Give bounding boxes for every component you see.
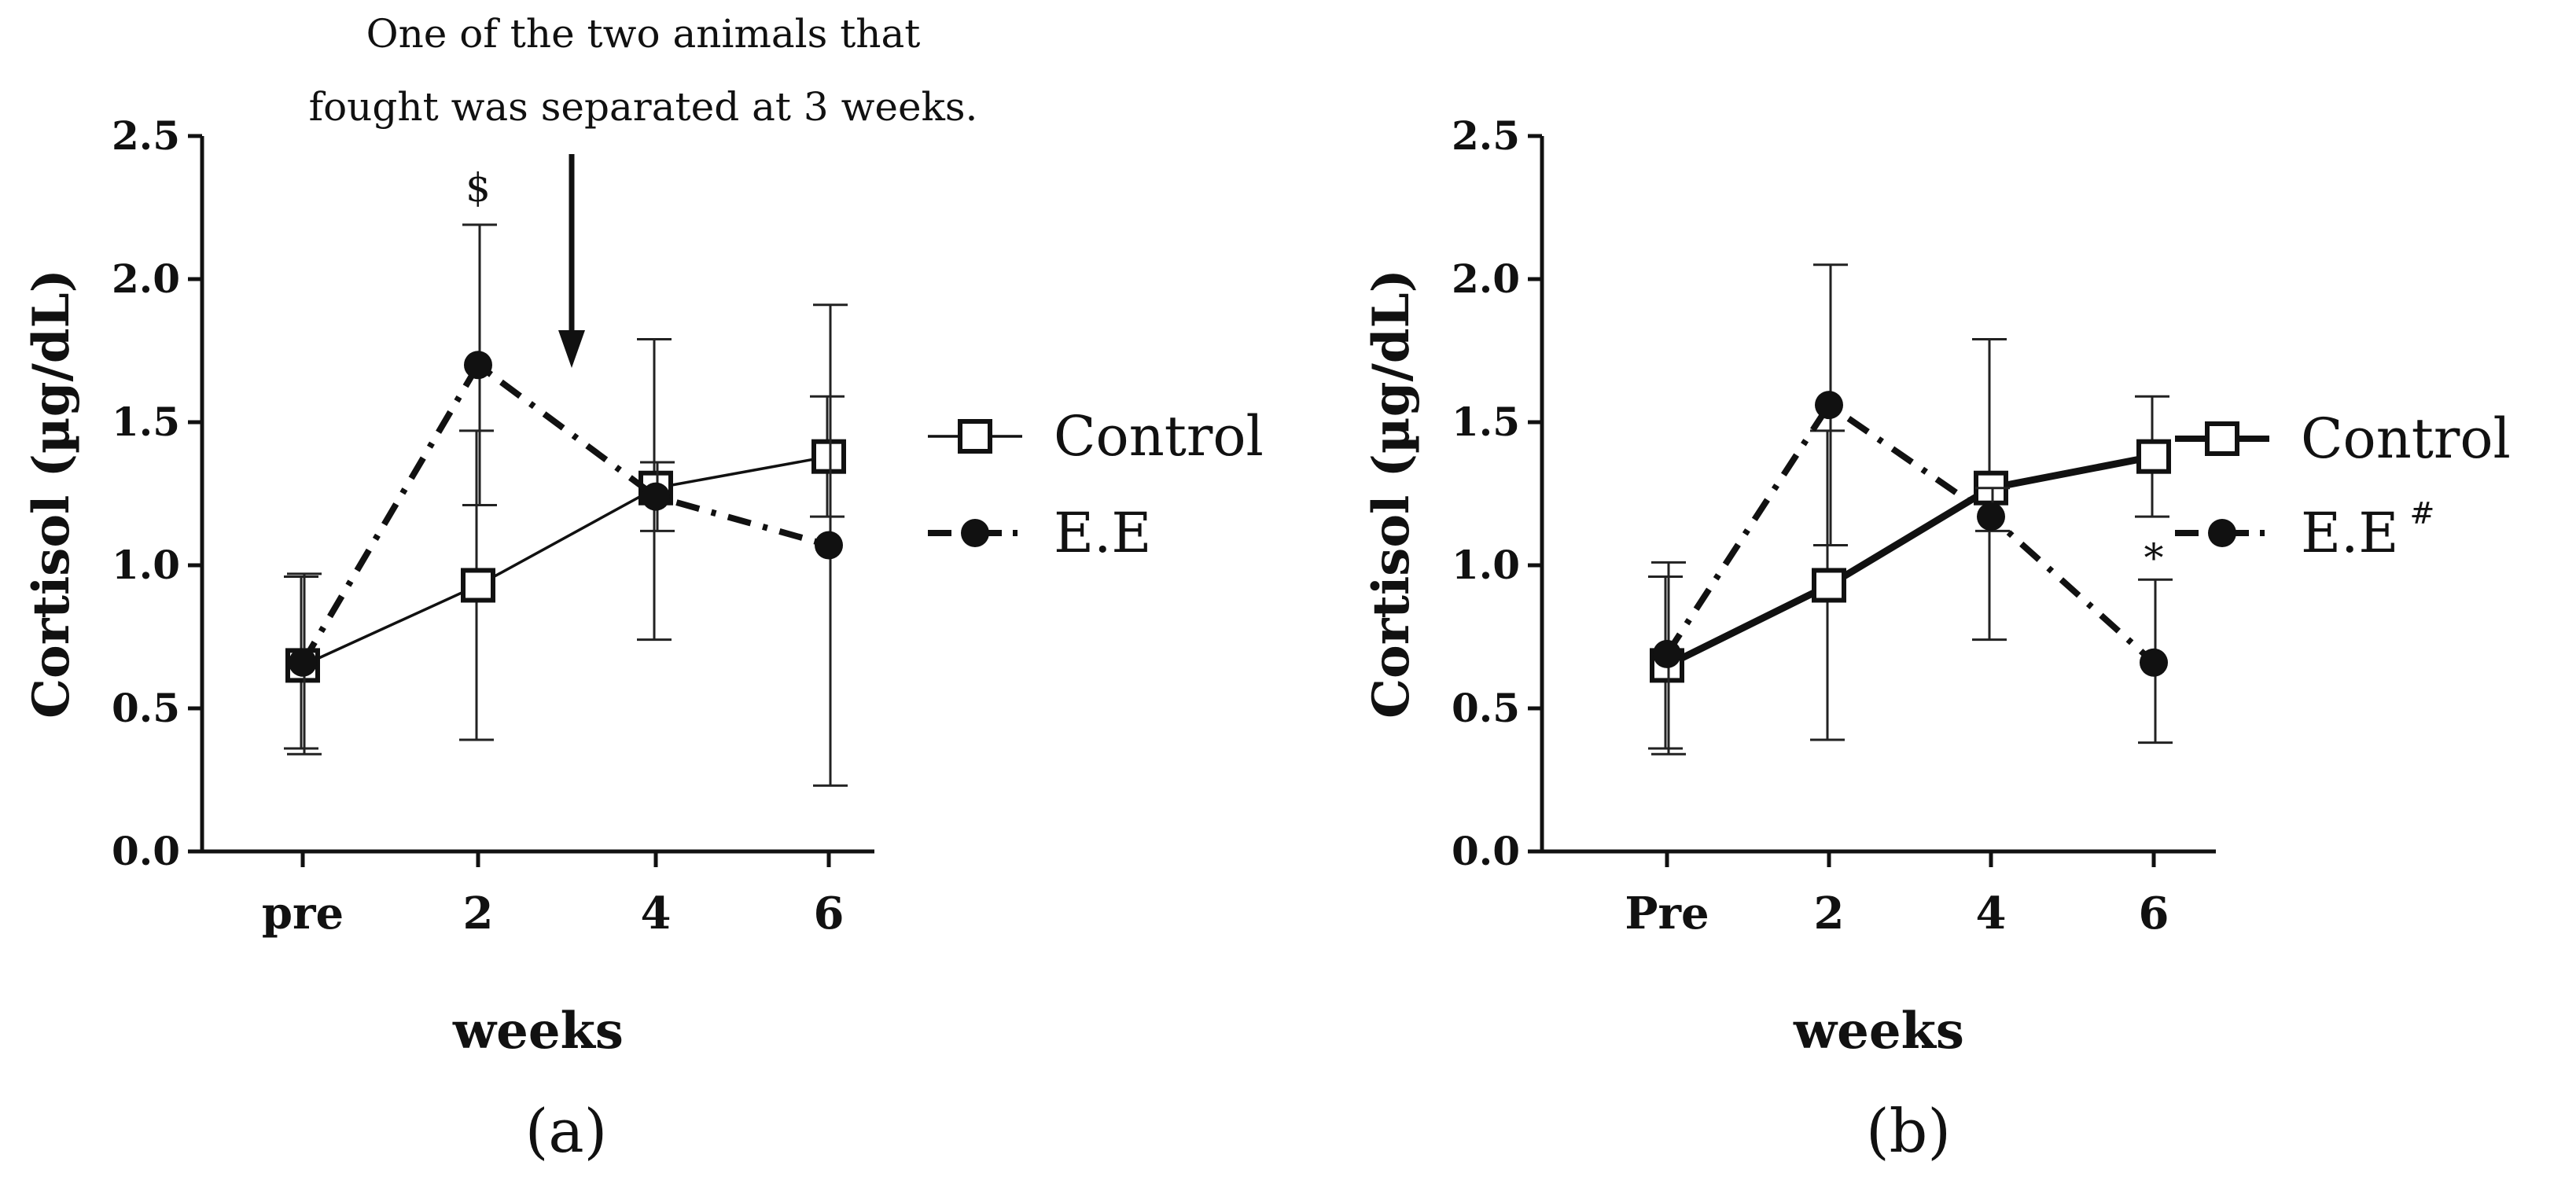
annotation-line-1: One of the two animals that (366, 11, 921, 57)
y-tick-label: 0.0 (112, 828, 180, 874)
series-control-line (302, 454, 830, 667)
x-tick-label: 2 (463, 888, 494, 939)
significance-marker: $ (466, 165, 491, 211)
legend-label: Control (2301, 406, 2511, 471)
data-point-circle (815, 531, 843, 560)
chart-panel-b: 0.0 0.5 1.0 1.5 2.0 2.5 Pre 2 4 6 weeks Cortisol (µ… (1362, 112, 2511, 1166)
x-tick-label: 2 (1814, 888, 1845, 939)
y-tick-label: 2.0 (1452, 256, 1520, 302)
series-control (1648, 337, 2171, 750)
y-tick-label: 2.5 (112, 112, 180, 159)
panel-label: (b) (1866, 1096, 1951, 1166)
legend-marker-circle (2208, 519, 2236, 547)
series-e-e-line (1664, 400, 2156, 665)
series-e-e (287, 223, 848, 787)
annotation-arrow-head (558, 330, 585, 368)
data-point-circle (464, 351, 492, 380)
legend-marker-square (2205, 421, 2239, 456)
x-tick-label: pre (262, 888, 344, 939)
legend-marker-square (958, 419, 992, 454)
series-control-line (1665, 453, 2155, 669)
x-axis-title: weeks (1793, 1002, 1964, 1061)
series-e-e-line (300, 360, 830, 664)
legend-item: Control (2175, 406, 2511, 471)
x-tick-label: Pre (1625, 888, 1709, 939)
y-tick-label: 1.5 (1452, 399, 1520, 445)
data-point-circle (289, 648, 317, 677)
annotation-line-2: fought was separated at 3 weeks. (309, 84, 978, 130)
series-control (284, 337, 846, 750)
x-tick-label: 6 (2139, 888, 2169, 939)
data-point-circle (2140, 648, 2168, 677)
annotation: One of the two animals that fought was se… (309, 11, 978, 368)
x-tick-label: 4 (1976, 888, 2007, 939)
legend-item: Control (928, 404, 1264, 469)
legend-item: E.E (928, 501, 1151, 565)
data-point-circle (1815, 391, 1843, 420)
y-tick-label: 1.5 (112, 399, 180, 445)
significance-marker: * (2144, 535, 2164, 581)
legend-item: E.E # (2175, 496, 2434, 565)
y-tick-label: 1.0 (112, 542, 180, 588)
legend-marker-circle (961, 519, 989, 547)
legend-label: Control (1054, 404, 1264, 469)
y-axis-title: Cortisol (µg/dL) (22, 269, 81, 719)
legend-label: E.E (1054, 501, 1151, 565)
x-tick-label: 6 (814, 888, 845, 939)
data-point-square (2136, 439, 2171, 474)
y-tick-label: 0.5 (1452, 685, 1520, 731)
data-point-circle (1653, 639, 1681, 668)
legend-label-text: Control (2301, 406, 2511, 471)
legend-label-text: E.E (1054, 501, 1151, 565)
legend-label-text: Control (1054, 404, 1264, 469)
legend-label: E.E # (2301, 496, 2434, 565)
legend-label-text: E.E (2301, 501, 2398, 565)
y-tick-label: 2.5 (1452, 112, 1520, 159)
y-axis-title: Cortisol (µg/dL) (1362, 269, 1421, 719)
data-point-circle (1977, 502, 2005, 531)
series-e-e (1651, 263, 2173, 756)
x-axis-title: weeks (452, 1002, 624, 1061)
y-tick-label: 0.0 (1452, 828, 1520, 874)
data-point-circle (642, 482, 670, 511)
y-tick-label: 2.0 (112, 256, 180, 302)
data-point-square (811, 439, 846, 474)
legend-superscript: # (2409, 496, 2434, 531)
y-tick-label: 1.0 (1452, 542, 1520, 588)
data-point-square (461, 568, 495, 603)
panel-label: (a) (525, 1096, 608, 1166)
data-point-square (1812, 568, 1846, 603)
x-tick-label: 4 (641, 888, 672, 939)
y-tick-label: 0.5 (112, 685, 180, 731)
chart-panel-a: 0.0 0.5 1.0 1.5 2.0 2.5 pre 2 4 6 weeks Cortisol (µ… (22, 11, 1264, 1166)
